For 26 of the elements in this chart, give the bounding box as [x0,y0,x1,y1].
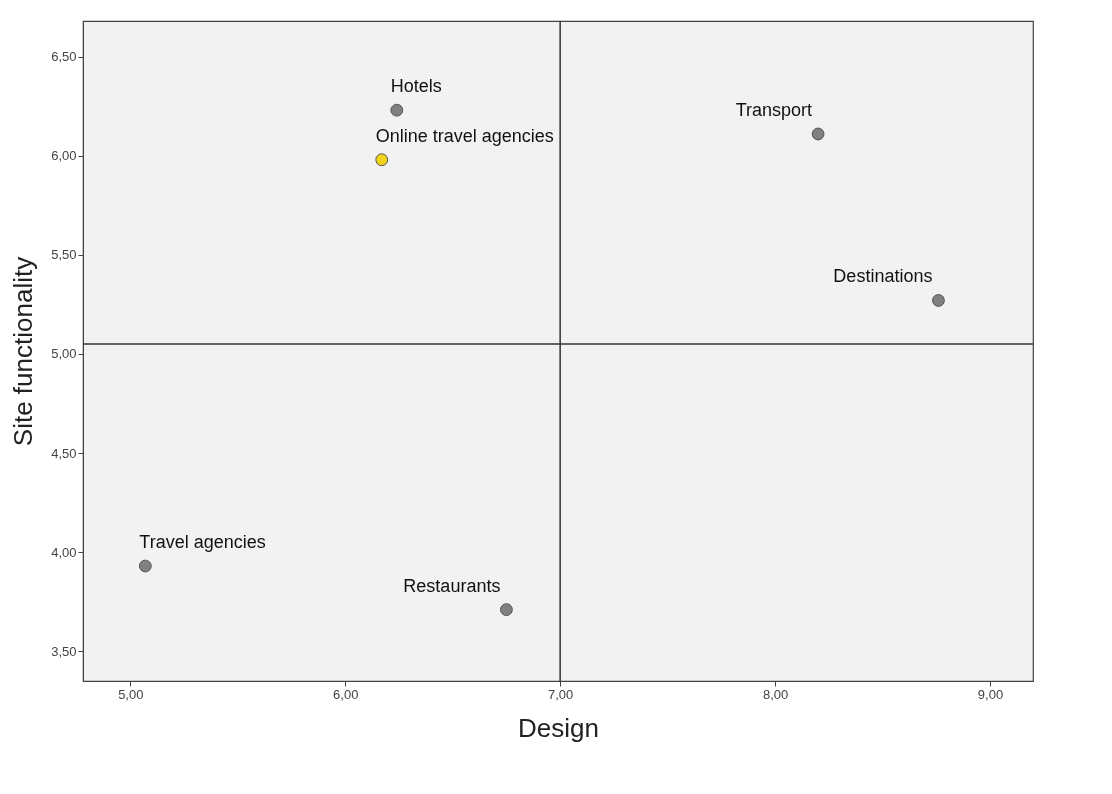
x-tick-label: 7,00 [547,686,574,702]
x-axis-title: Design [518,712,599,743]
y-tick-label: 4,50 [51,445,77,461]
annotation: Travel agencies [139,532,266,553]
point [375,153,389,167]
point [390,103,404,117]
point [811,127,825,141]
annotation: Hotels [390,76,442,97]
y-tick-label: 5,50 [51,247,77,263]
y-tick-label: 3,50 [51,643,77,659]
point [932,294,945,307]
y-tick-label: 6,50 [51,49,77,65]
y-tick-label: 4,00 [51,544,77,560]
x-tick-label: 5,00 [118,686,144,702]
annotation: Restaurants [403,575,501,596]
y-axis-title: Site functionality [8,256,39,447]
y-tick-label: 6,00 [51,148,77,164]
x-tick-label: 6,00 [333,686,359,702]
point [138,559,152,573]
annotation: Destinations [833,266,933,287]
x-tick-label: 8,00 [762,686,789,702]
annotation: Online travel agencies [375,125,554,146]
y-tick-label: 5,00 [51,346,77,362]
x-tick-label: 9,00 [977,686,1004,702]
annotation: Transport [735,99,813,120]
point [500,603,513,617]
